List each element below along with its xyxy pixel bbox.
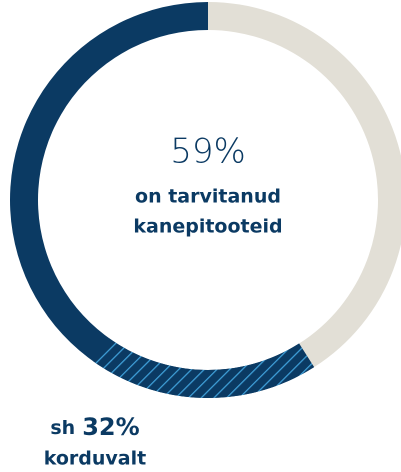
sub-segment bbox=[92, 338, 315, 398]
main-value: 59% bbox=[170, 132, 246, 172]
sub-prefix: sh bbox=[50, 417, 75, 439]
rest-segment bbox=[208, 2, 401, 368]
sub-label: sh 32% bbox=[50, 413, 139, 441]
sub-value: 32% bbox=[82, 413, 139, 441]
donut bbox=[10, 2, 401, 398]
caption: kanepitooteid bbox=[133, 216, 282, 238]
caption: on tarvitanud bbox=[135, 186, 281, 208]
sub-caption: korduvalt bbox=[44, 448, 146, 470]
